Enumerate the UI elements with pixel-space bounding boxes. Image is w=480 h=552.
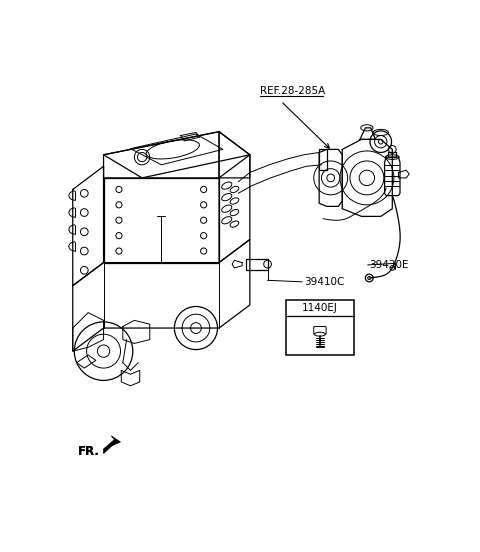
FancyBboxPatch shape xyxy=(314,326,326,334)
Ellipse shape xyxy=(314,332,325,336)
Text: 39430E: 39430E xyxy=(369,260,408,270)
Text: FR.: FR. xyxy=(78,445,100,458)
Polygon shape xyxy=(104,436,120,454)
Text: FR.: FR. xyxy=(78,445,100,458)
Text: 39410C: 39410C xyxy=(304,277,344,287)
Text: 1140EJ: 1140EJ xyxy=(302,303,338,313)
Text: REF.28-285A: REF.28-285A xyxy=(260,86,325,96)
Bar xyxy=(286,300,354,355)
